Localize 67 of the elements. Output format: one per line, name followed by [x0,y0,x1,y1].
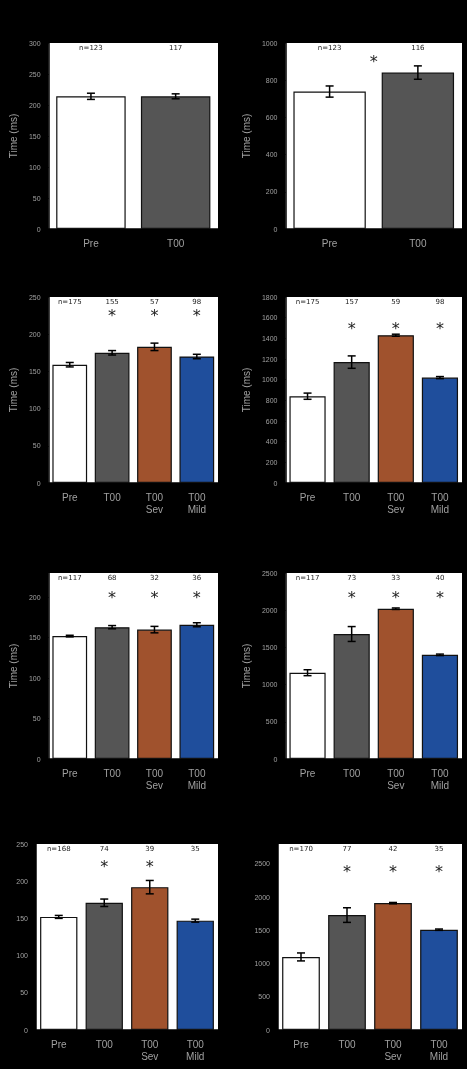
x-tick-label: Pre [61,767,78,779]
x-tick-label: T00 Sev [387,767,405,791]
bar [85,902,123,1030]
x-tick-label: T00 Mild [187,491,206,515]
x-tick-label: T00 [95,1038,114,1050]
bar [333,634,370,759]
annotation: * [108,306,117,326]
y-axis-title: Time (ms) [7,643,19,689]
annotation: * [150,306,159,326]
annotation: * [150,587,159,607]
y-axis-title: Time (ms) [7,113,19,159]
x-tick-label: T00 Sev [145,491,164,515]
y-axis-title: Time (ms) [240,367,252,413]
x-tick-label: T00 [338,1038,357,1050]
x-tick-label: T00 [343,767,361,779]
y-axis-title: Time (ms) [240,643,252,689]
x-tick-label: T00 Mild [430,491,450,515]
x-tick-label: T00 Mild [429,1038,449,1062]
x-tick-label: Pre [83,237,100,249]
x-tick-label: Pre [299,491,316,503]
x-tick-label: T00 [167,237,185,249]
x-tick-label: Pre [299,767,316,779]
annotation: * [192,587,201,607]
annotation: * [347,587,356,607]
x-tick-label: Pre [50,1038,67,1050]
x-tick-label: T00 Sev [145,767,164,791]
annotation: * [391,587,400,607]
bar [377,608,414,759]
annotation: * [108,587,117,607]
bar [131,887,169,1030]
bar [333,362,370,483]
annotation: * [435,319,444,339]
bar [420,929,458,1030]
annotation: * [145,856,154,876]
x-tick-label: T00 [103,491,122,503]
y-axis-title: Time (ms) [7,367,19,413]
x-tick-label: T00 Mild [186,1038,205,1062]
annotation: * [343,862,351,882]
annotation: * [435,587,444,607]
annotation: * [100,856,109,876]
bar [328,915,366,1030]
x-tick-label: T00 [103,767,122,779]
bar [421,654,459,759]
bar [176,920,214,1030]
bar [421,377,459,483]
bar [377,335,414,483]
annotation: * [347,319,356,339]
x-tick-label: Pre [321,237,338,249]
annotation: * [192,306,201,326]
bar [94,352,130,483]
annotation: * [369,52,378,72]
annotation: * [435,862,443,882]
x-tick-label: T00 Sev [387,491,405,515]
annotation: * [391,319,400,339]
x-tick-label: Pre [61,491,78,503]
x-tick-label: T00 Mild [430,767,450,791]
y-axis-title: Time (ms) [240,113,252,159]
x-tick-label: T00 Sev [141,1038,159,1062]
bar [374,903,412,1030]
bar [179,356,215,483]
bar [137,346,172,483]
x-tick-label: T00 [409,237,427,249]
x-tick-label: Pre [293,1038,310,1050]
x-tick-label: T00 [343,491,361,503]
x-tick-label: T00 Mild [187,767,206,791]
annotation: * [389,862,397,882]
x-tick-label: T00 Sev [384,1038,403,1062]
